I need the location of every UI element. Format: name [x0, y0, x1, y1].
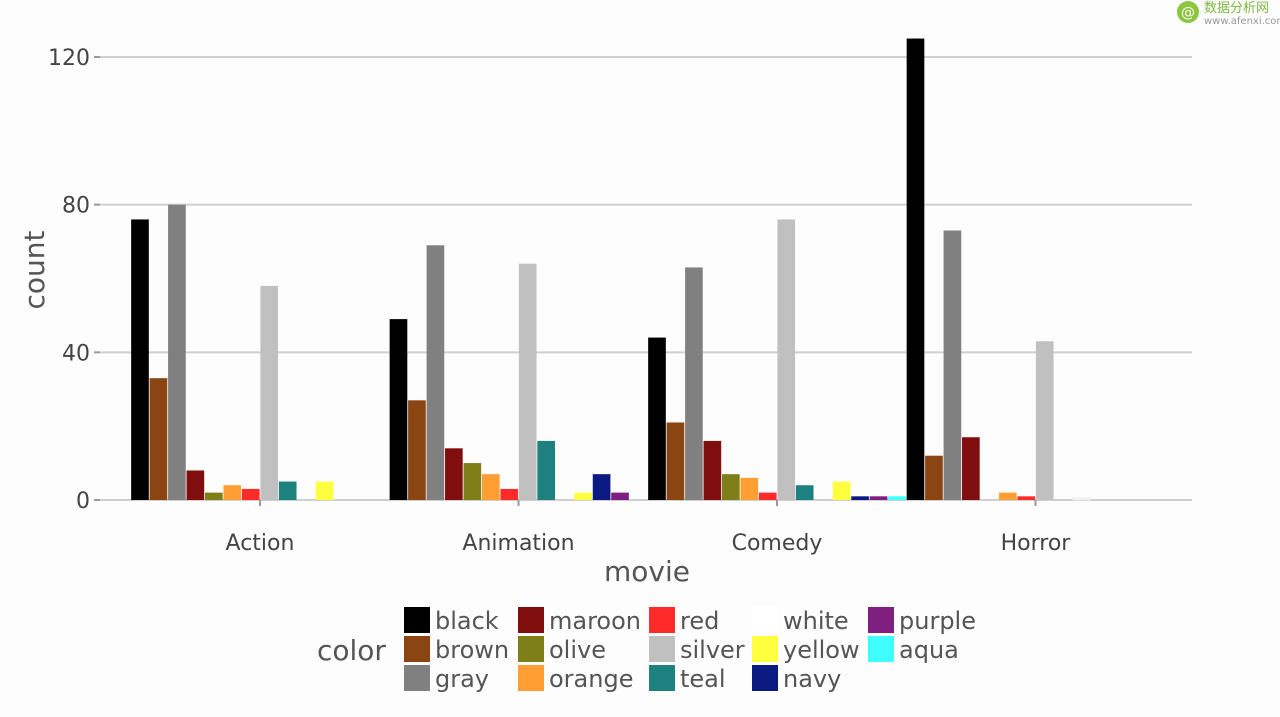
legend-label-teal: teal — [680, 665, 726, 693]
bar-orange-horror — [998, 492, 1017, 500]
bars — [131, 38, 1091, 501]
afenxi-logo-glyph: @ — [1181, 5, 1195, 21]
legend-label-maroon: maroon — [549, 607, 641, 635]
x-tick-label: Horror — [1001, 531, 1072, 556]
legend-label-white: white — [783, 607, 849, 635]
legend-key-navy — [752, 665, 778, 691]
bar-brown-horror — [925, 455, 943, 500]
bar-maroon-animation — [445, 448, 463, 500]
legend-key-olive — [518, 636, 544, 662]
bar-gray-animation — [426, 245, 445, 500]
legend-key-purple — [868, 607, 894, 633]
bar-maroon-horror — [962, 437, 980, 500]
legend-label-aqua: aqua — [899, 636, 959, 664]
bar-silver-horror — [1035, 341, 1054, 500]
bar-black-animation — [389, 319, 408, 500]
legend-key-aqua — [868, 636, 894, 662]
y-axis-ticks: 0 40 80 120 — [48, 46, 100, 514]
afenxi-logo-icon — [1177, 1, 1199, 23]
legend-key-orange — [518, 665, 544, 691]
legend-key-red — [649, 607, 675, 633]
watermark-url: www.afenxi.com — [1204, 16, 1280, 27]
bar-orange-action — [223, 485, 242, 500]
legend-label-purple: purple — [899, 607, 976, 635]
x-tick-label: Animation — [462, 531, 574, 556]
legend-key-yellow — [752, 636, 778, 662]
bar-white-horror — [1072, 497, 1091, 501]
bar-black-horror — [906, 38, 925, 500]
legend-label-navy: navy — [783, 665, 841, 693]
bar-maroon-comedy — [703, 440, 722, 500]
legend-label-orange: orange — [549, 665, 633, 693]
y-tick-label: 0 — [76, 489, 90, 514]
x-tick-label: Action — [226, 531, 295, 556]
bar-purple-animation — [611, 492, 629, 500]
bar-yellow-action — [315, 481, 334, 500]
bar-black-comedy — [648, 337, 666, 500]
bar-olive-comedy — [722, 474, 740, 500]
bar-orange-animation — [481, 474, 500, 500]
bar-orange-comedy — [740, 477, 759, 500]
bar-silver-action — [260, 285, 279, 500]
bar-teal-comedy — [795, 485, 814, 500]
y-tick-label: 80 — [62, 194, 90, 219]
legend-label-gray: gray — [435, 665, 489, 693]
legend-key-maroon — [518, 607, 544, 633]
bar-yellow-animation — [574, 492, 592, 500]
bar-navy-animation — [592, 474, 611, 500]
bar-gray-action — [168, 204, 186, 501]
legend-label-black: black — [435, 607, 499, 635]
legend-title: color — [317, 634, 386, 667]
legend-label-olive: olive — [549, 636, 606, 664]
bar-aqua-comedy — [888, 496, 906, 500]
bar-red-animation — [500, 488, 519, 500]
y-tick-label: 120 — [48, 46, 90, 71]
y-axis-title: count — [18, 230, 51, 309]
legend-key-white — [751, 606, 779, 634]
legend-key-gray — [404, 665, 430, 691]
legend-label-silver: silver — [680, 636, 745, 664]
bar-brown-animation — [408, 400, 426, 500]
legend-key-teal — [649, 665, 675, 691]
watermark: @ 数据分析网 www.afenxi.com — [1177, 1, 1280, 27]
legend-key-silver — [649, 636, 675, 662]
x-axis-title: movie — [604, 555, 690, 588]
legend-key-black — [404, 607, 430, 633]
legend-key-brown — [404, 636, 430, 662]
bar-purple-comedy — [869, 496, 888, 500]
bar-brown-comedy — [666, 422, 685, 500]
legend-label-brown: brown — [435, 636, 509, 664]
bar-teal-action — [278, 481, 297, 500]
bar-gray-horror — [943, 230, 962, 500]
legend-label-yellow: yellow — [783, 636, 860, 664]
bar-maroon-action — [186, 470, 205, 500]
bar-gray-comedy — [685, 267, 703, 500]
bar-silver-animation — [518, 263, 537, 500]
watermark-text: 数据分析网 — [1204, 1, 1269, 16]
bar-red-horror — [1017, 496, 1036, 500]
x-tick-label: Comedy — [732, 531, 823, 556]
bar-red-comedy — [758, 492, 777, 500]
bar-brown-action — [149, 378, 168, 500]
legend-label-red: red — [680, 607, 719, 635]
bar-black-action — [131, 219, 149, 500]
bar-silver-comedy — [777, 219, 796, 500]
bar-navy-comedy — [851, 496, 869, 500]
bar-red-action — [241, 488, 260, 500]
bar-yellow-comedy — [832, 481, 851, 500]
bar-olive-animation — [463, 463, 482, 500]
x-axis-ticks: Action Animation Comedy Horror — [226, 500, 1072, 556]
bar-olive-action — [205, 492, 223, 500]
y-tick-label: 40 — [62, 341, 90, 366]
bar-teal-animation — [537, 440, 556, 500]
